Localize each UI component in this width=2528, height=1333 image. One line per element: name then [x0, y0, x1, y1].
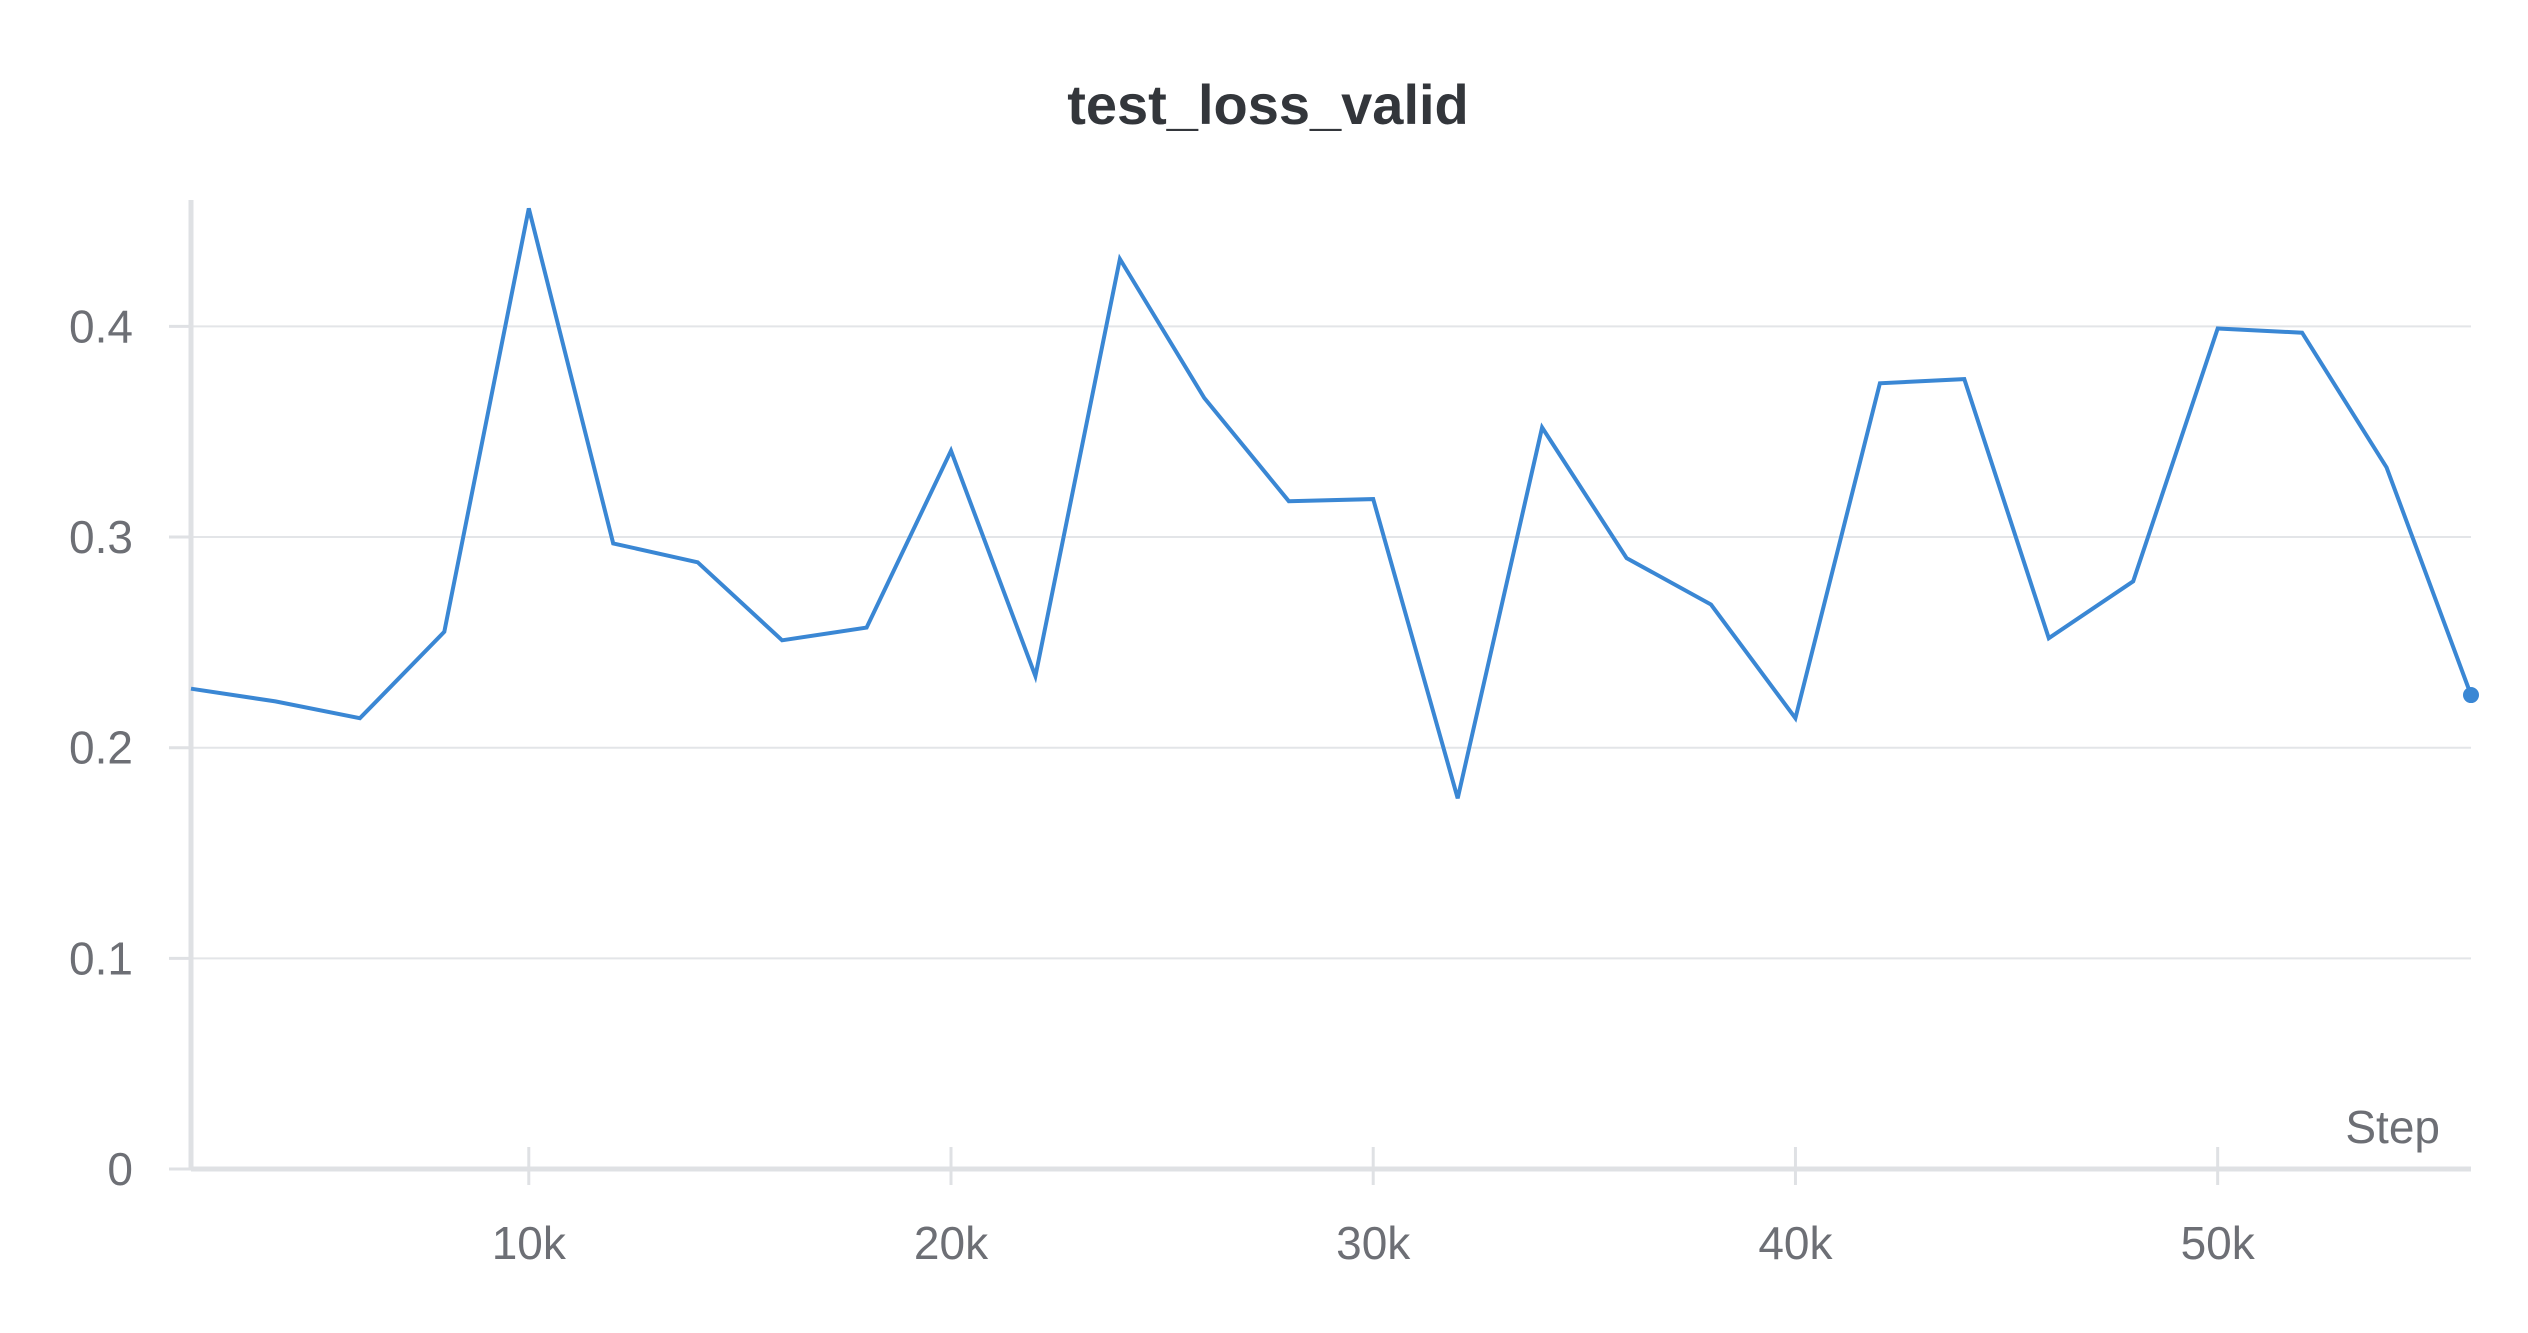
grid-lines	[191, 326, 2471, 958]
x-tick-label: 20k	[914, 1217, 989, 1269]
chart-title: test_loss_valid	[1067, 73, 1469, 136]
x-tick-label: 50k	[2181, 1217, 2256, 1269]
series-line-path	[191, 208, 2471, 798]
y-tick-label: 0.3	[69, 511, 133, 563]
x-tick-label: 10k	[492, 1217, 567, 1269]
axes	[169, 200, 2471, 1185]
series-line	[191, 208, 2471, 798]
y-tick-label: 0.4	[69, 300, 133, 352]
tick-labels: 0 0.1 0.2 0.3 0.4 10k 20k 30k 40k 50k	[69, 300, 2256, 1269]
x-tick-label: 30k	[1336, 1217, 1411, 1269]
data-points	[191, 208, 2479, 798]
last-data-point	[2463, 687, 2479, 703]
x-tick-label: 40k	[1758, 1217, 1833, 1269]
y-tick-label: 0	[107, 1143, 133, 1195]
x-axis-label: Step	[2345, 1101, 2440, 1153]
y-tick-label: 0.2	[69, 722, 133, 774]
y-tick-label: 0.1	[69, 932, 133, 984]
